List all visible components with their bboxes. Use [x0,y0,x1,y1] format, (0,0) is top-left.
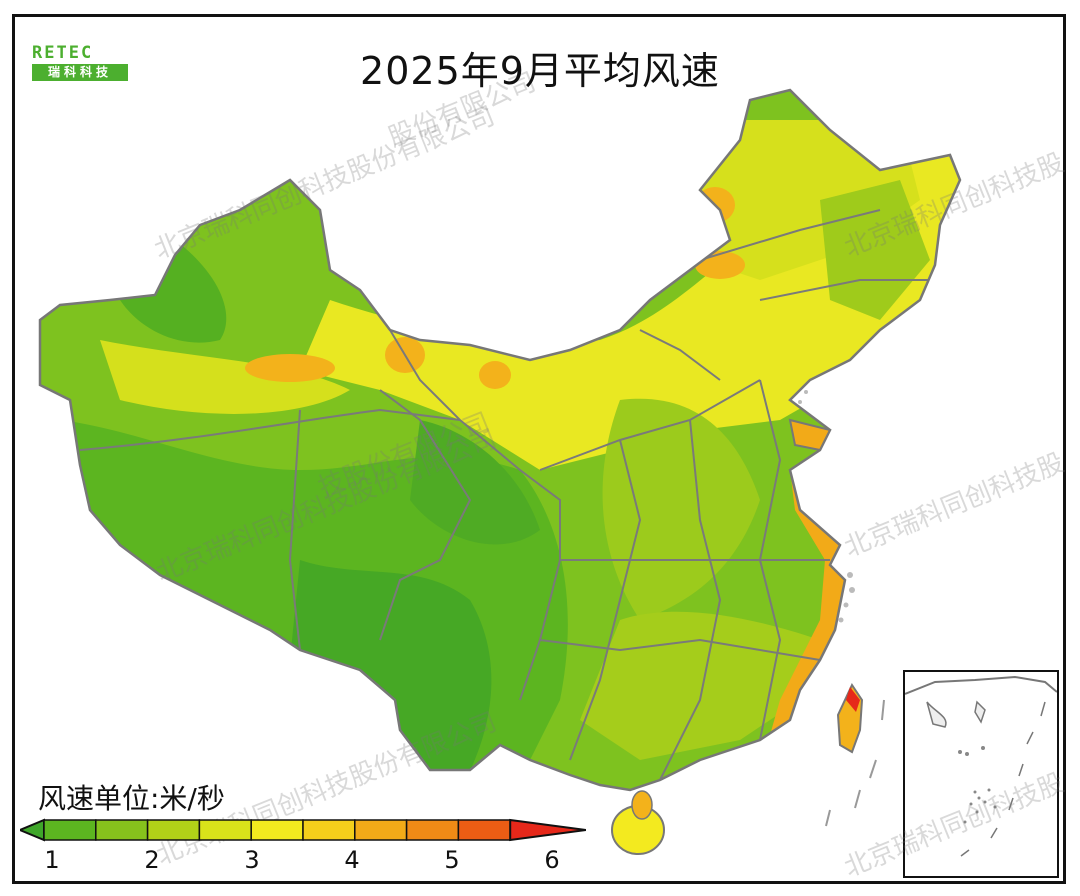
legend-color-step [302,819,356,841]
wind-zone-southeast [580,611,820,760]
legend-tick-label: 5 [444,846,460,874]
legend-color-step [198,819,252,841]
legend-arrow-right [509,818,586,842]
wind-zone-basin [410,420,540,545]
wind-zone-orange-3 [479,361,511,389]
province-borders [79,209,930,781]
wind-zone-coast [770,470,845,735]
legend-tick-label: 3 [244,846,260,874]
legend-tick-label: 1 [44,846,60,874]
legend-tick-label: 4 [344,846,360,874]
logo-subtext: 瑞科科技 [32,64,128,81]
wind-zone-xinjiang-yellow [100,340,350,414]
logo-text: RETEC [32,43,94,63]
legend-color-step [405,819,460,841]
inset-map [904,675,1058,857]
south-china-sea-inset [903,670,1059,878]
taiwan-high-wind [846,687,860,712]
leizhou-peninsula [631,790,653,820]
legend-arrow-left [20,818,45,842]
legend-color-step [457,819,511,841]
legend-color-step [250,819,304,841]
legend-color-bar [20,818,586,842]
nine-dash-lines [825,699,885,827]
legend-color-step [95,819,149,841]
legend-color-step [146,819,201,841]
legend-unit-label: 风速单位:米/秒 [38,782,225,815]
legend-color-step [354,819,408,841]
wind-zone-central [602,398,760,620]
legend-tick-label: 2 [144,846,160,874]
shandong-peninsula [788,418,832,452]
page-title: 2025年9月平均风速 [360,49,720,93]
wind-zone-northeast-green [820,180,930,320]
retec-logo: RETEC 瑞科科技 [32,44,128,82]
legend-tick-label: 6 [544,846,560,874]
wind-zone-orange-1 [245,354,335,382]
wind-zone-orange-5 [695,251,745,279]
legend-color-step [43,819,97,841]
coastal-islands [798,390,855,623]
